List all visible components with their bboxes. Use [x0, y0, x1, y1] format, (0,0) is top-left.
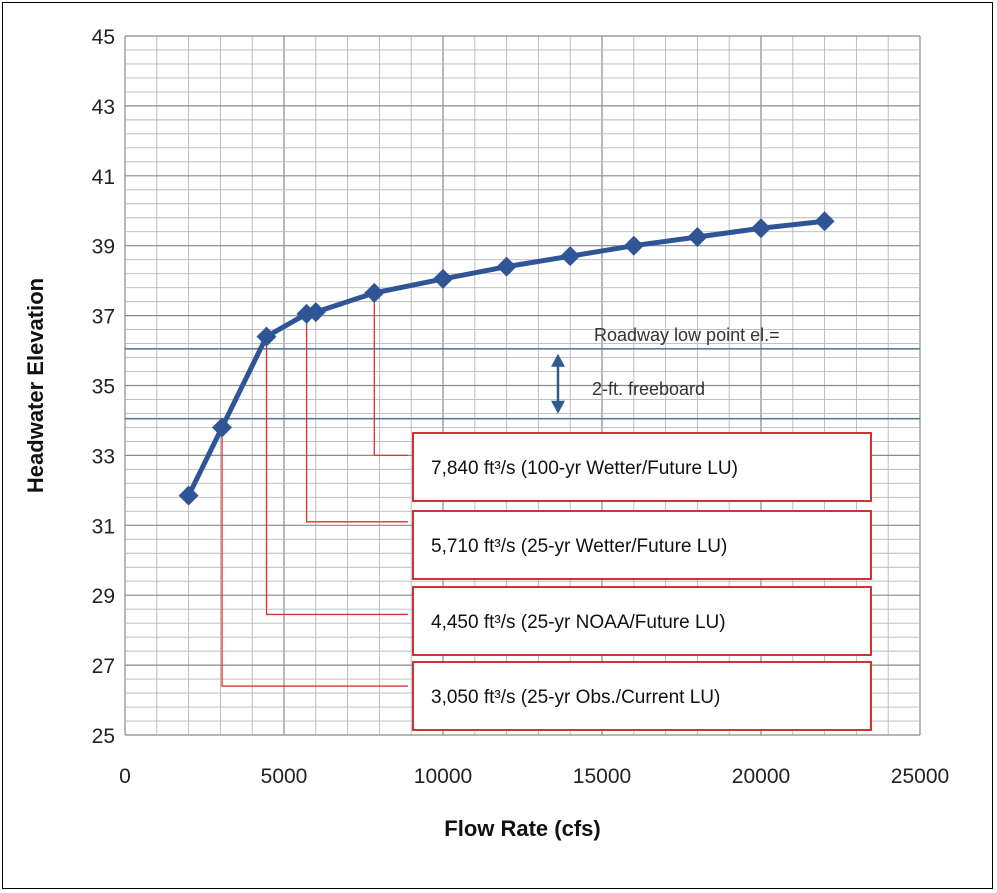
x-tick-label: 5000 [261, 765, 308, 788]
series [178, 211, 835, 506]
data-point-marker [623, 235, 644, 256]
data-point-marker [178, 485, 199, 506]
data-point-marker [496, 256, 517, 277]
callout-label: 3,050 ft³/s (25-yr Obs./Current LU) [431, 687, 720, 708]
data-point-marker [433, 268, 453, 289]
data-point-marker [751, 218, 771, 239]
y-tick-label: 37 [92, 306, 115, 329]
data-point-marker [560, 246, 581, 267]
callout-leader-line [305, 313, 408, 523]
callout-label: 7,840 ft³/s (100-yr Wetter/Future LU) [431, 458, 738, 479]
reference-lines [125, 348, 920, 420]
x-axis-title: Flow Rate (cfs) [444, 816, 600, 841]
callout-box [412, 432, 872, 502]
y-tick-label: 41 [92, 166, 115, 189]
y-tick-label: 33 [92, 445, 115, 468]
data-point-marker [256, 326, 277, 347]
x-tick-label: 25000 [891, 765, 949, 788]
y-tick-label: 25 [92, 725, 115, 748]
x-tick-label: 0 [119, 765, 131, 788]
callout-box [412, 586, 872, 656]
y-tick-label: 29 [92, 585, 115, 608]
tick-labels: 25 27 29 31 33 35 37 39 41 43 45 0 5000 10000 15000 200… [92, 26, 950, 788]
y-tick-label: 27 [92, 655, 115, 678]
annotations: Roadway low point el.= 2-ft. freeboard [551, 325, 780, 414]
y-tick-label: 31 [92, 515, 115, 538]
y-tick-label: 45 [92, 26, 115, 49]
y-tick-label: 43 [92, 96, 115, 119]
freeboard-arrow-icon [551, 353, 565, 414]
x-tick-label: 15000 [573, 765, 631, 788]
data-point-marker [211, 417, 232, 438]
roadway-annotation: Roadway low point el.= [594, 325, 780, 345]
callout-lines [221, 292, 408, 687]
callout-box [412, 661, 872, 731]
x-tick-label: 10000 [414, 765, 472, 788]
callout-boxes: 7,840 ft³/s (100-yr Wetter/Future LU) 5,7… [412, 432, 872, 731]
x-tick-label: 20000 [732, 765, 790, 788]
y-tick-label: 35 [92, 376, 115, 399]
data-point-marker [305, 302, 326, 323]
freeboard-annotation: 2-ft. freeboard [592, 379, 705, 399]
y-axis-title: Headwater Elevation [23, 278, 48, 493]
y-tick-label: 39 [92, 236, 115, 259]
callout-leader-line [221, 427, 408, 687]
data-point-marker [364, 282, 385, 303]
callout-leader-line [265, 336, 408, 616]
callout-label: 4,450 ft³/s (25-yr NOAA/Future LU) [431, 612, 726, 633]
callout-leader-line [373, 292, 408, 457]
arrow-head-up [551, 353, 565, 367]
data-point-marker [687, 226, 708, 247]
callout-label: 5,710 ft³/s (25-yr Wetter/Future LU) [431, 536, 727, 557]
callout-box [412, 510, 872, 580]
data-point-marker [814, 211, 835, 232]
arrow-head-down [551, 400, 565, 414]
